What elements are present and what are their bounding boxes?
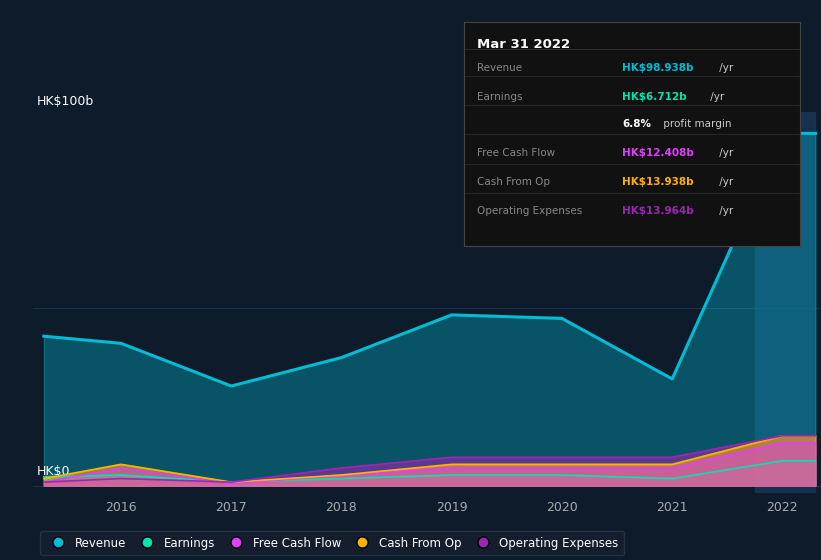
Text: HK$13.938b: HK$13.938b [622, 177, 694, 187]
Text: HK$98.938b: HK$98.938b [622, 63, 694, 73]
Text: HK$13.964b: HK$13.964b [622, 206, 694, 216]
Text: Earnings: Earnings [477, 92, 523, 102]
Text: HK$12.408b: HK$12.408b [622, 148, 694, 158]
Legend: Revenue, Earnings, Free Cash Flow, Cash From Op, Operating Expenses: Revenue, Earnings, Free Cash Flow, Cash … [40, 531, 625, 556]
Text: 6.8%: 6.8% [622, 119, 651, 129]
Text: /yr: /yr [716, 148, 734, 158]
Text: /yr: /yr [716, 63, 734, 73]
Text: HK$6.712b: HK$6.712b [622, 92, 686, 102]
Text: profit margin: profit margin [660, 119, 732, 129]
Text: /yr: /yr [707, 92, 724, 102]
Text: HK$0: HK$0 [37, 465, 71, 478]
Text: Free Cash Flow: Free Cash Flow [477, 148, 556, 158]
Text: Mar 31 2022: Mar 31 2022 [477, 38, 571, 51]
Text: Cash From Op: Cash From Op [477, 177, 550, 187]
Text: /yr: /yr [716, 177, 734, 187]
Text: Revenue: Revenue [477, 63, 522, 73]
Text: HK$100b: HK$100b [37, 95, 94, 108]
Bar [754, 112, 815, 493]
Text: Operating Expenses: Operating Expenses [477, 206, 583, 216]
Text: /yr: /yr [716, 206, 734, 216]
